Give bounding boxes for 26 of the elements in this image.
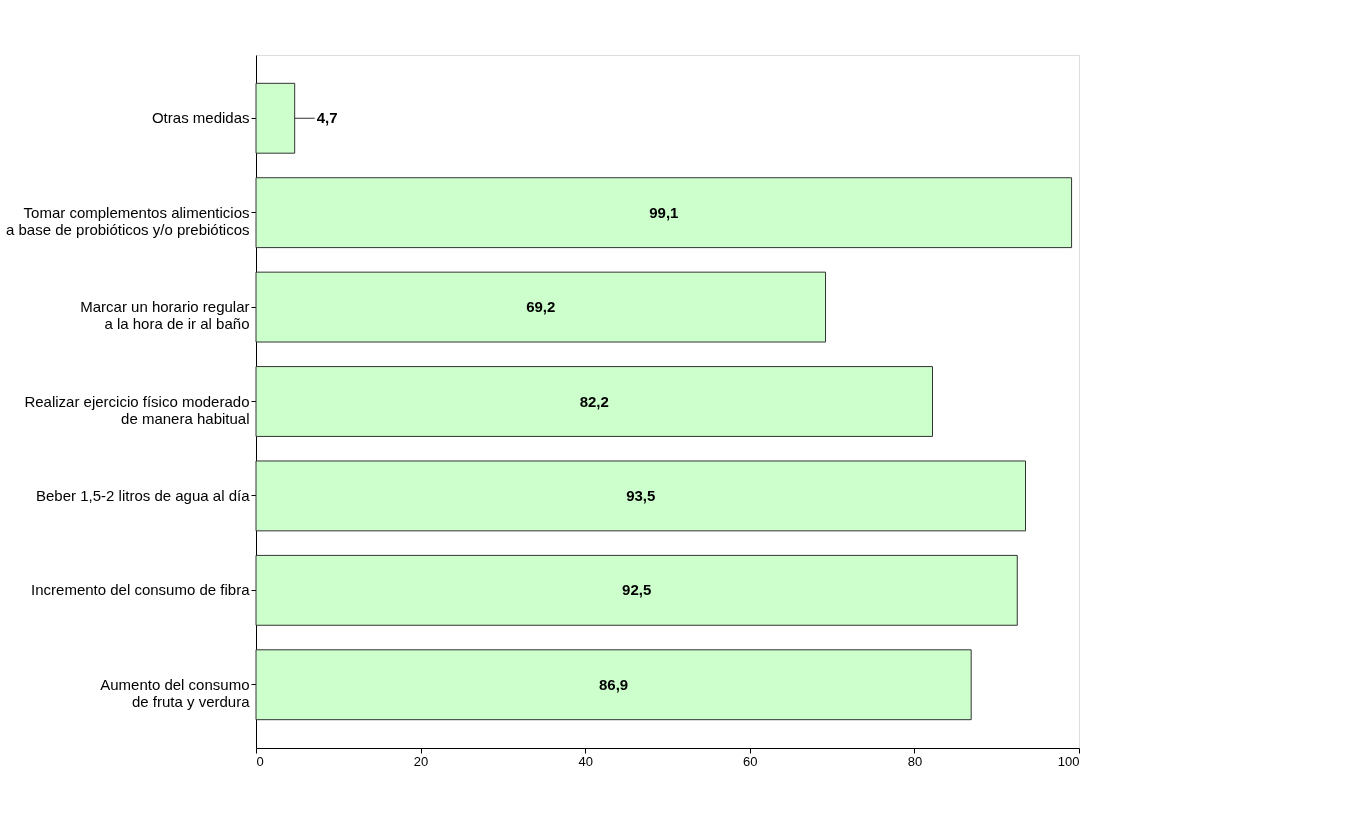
x-tick-label: 60 bbox=[743, 753, 758, 769]
bar bbox=[255, 177, 1073, 249]
data-label: 69,2 bbox=[526, 298, 556, 316]
x-tick-label: 20 bbox=[413, 753, 429, 769]
x-tick-label: 40 bbox=[578, 753, 593, 769]
x-tick-label: 80 bbox=[907, 753, 923, 769]
y-tick-label: Incremento del consumo de fibra bbox=[31, 581, 251, 599]
x-tick-label: 0 bbox=[256, 753, 264, 769]
y-tick-label: Otras medidas bbox=[151, 109, 250, 127]
y-tick-label: Aumento del consumo de fruta y verdura bbox=[100, 675, 251, 710]
data-label: 82,2 bbox=[579, 392, 609, 410]
bar bbox=[255, 271, 827, 343]
data-label: 86,9 bbox=[598, 675, 629, 693]
data-label: 4,7 bbox=[316, 109, 338, 127]
data-label: 99,1 bbox=[649, 203, 679, 221]
y-tick-label: Beber 1,5-2 litros de agua al día bbox=[36, 486, 251, 504]
y-tick-label: Realizar ejercicio físico moderado de manera habitual bbox=[24, 392, 250, 427]
y-tick-label: Tomar complementos alimenticios a base de probióticos y/o prebióticos bbox=[6, 203, 250, 238]
data-label: 92,5 bbox=[622, 581, 652, 599]
y-tick-label: Marcar un horario regular a la hora de ir al baño bbox=[80, 298, 250, 333]
bar bbox=[255, 366, 934, 437]
x-tick-label: 100 bbox=[1057, 753, 1080, 769]
bar bbox=[255, 554, 1018, 626]
data-label: 93,5 bbox=[626, 486, 656, 504]
bar bbox=[255, 649, 972, 721]
bar bbox=[255, 460, 1027, 532]
